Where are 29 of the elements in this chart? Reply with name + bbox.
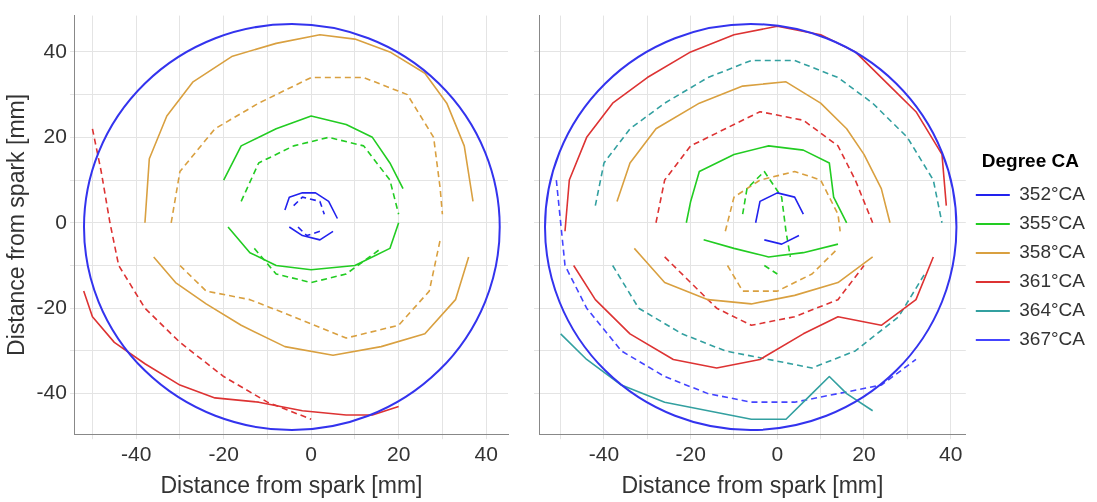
x-tick-label: 40 [938,441,963,465]
y-tick-label: 20 [43,124,67,148]
y-tick-label: -20 [36,294,67,318]
y-tick-label: 40 [43,38,67,62]
y-axis-title: Distance from spark [mm] [3,93,30,356]
x-tick-label: 20 [386,441,411,465]
x-tick-label: 40 [474,441,498,465]
legend-label: 361°CA [1019,270,1086,292]
x-tick-label: 0 [305,441,317,465]
y-tick-label: 0 [55,209,67,233]
line-series [292,196,326,216]
x-axis-title: Distance from spark [mm] [621,471,884,498]
line-series [179,239,441,339]
y-tick-label: -40 [36,380,67,404]
legend-label: 367°CA [1019,328,1086,350]
legend-title: Degree CA [981,150,1080,172]
legend-label: 355°CA [1019,212,1086,234]
x-tick-label: 0 [771,441,784,465]
x-tick-label: 20 [852,441,876,465]
x-tick-label: -40 [588,441,620,465]
x-tick-label: -20 [208,441,239,465]
legend-label: 358°CA [1019,241,1086,263]
x-tick-label: -40 [121,441,152,465]
line-series [240,136,400,216]
legend-label: 364°CA [1019,299,1086,321]
line-series [170,76,444,224]
x-axis-title: Distance from spark [mm] [160,471,423,498]
x-tick-label: -20 [675,441,706,465]
legend-label: 352°CA [1019,183,1086,205]
